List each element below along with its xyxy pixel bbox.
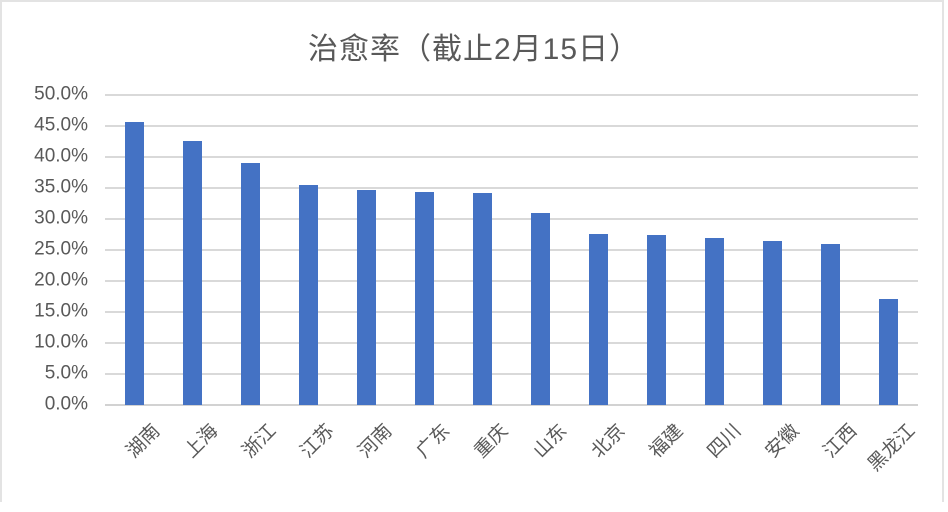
bar-湖南: [124, 121, 144, 405]
gridline: [105, 249, 918, 251]
gridline: [105, 280, 918, 282]
gridline: [105, 342, 918, 344]
gridline: [105, 94, 918, 96]
y-tick-label: 30.0%: [34, 207, 88, 229]
gridline: [105, 156, 918, 158]
chart-frame: 治愈率（截止2月15日）: [0, 0, 944, 502]
y-tick-label: 35.0%: [34, 176, 88, 198]
x-category-label: 河南: [354, 420, 397, 463]
y-tick-label: 20.0%: [34, 269, 88, 291]
x-category-label: 上海: [180, 420, 223, 463]
bar-上海: [182, 140, 202, 405]
y-tick-label: 50.0%: [34, 83, 88, 105]
bar-安徽: [763, 240, 783, 405]
x-category-label: 山东: [529, 420, 571, 463]
x-category-label: 江苏: [296, 420, 339, 463]
bar-重庆: [472, 192, 492, 405]
bar-山东: [531, 212, 551, 405]
x-category-label: 北京: [587, 420, 629, 463]
bar-江苏: [298, 184, 318, 405]
y-tick-label: 25.0%: [34, 238, 88, 260]
x-axis-line: [105, 404, 918, 406]
x-category-label: 浙江: [238, 420, 281, 463]
gridline: [105, 218, 918, 220]
x-category-label: 湖南: [122, 420, 165, 463]
bar-浙江: [240, 163, 260, 405]
bar-四川: [705, 237, 725, 405]
gridline: [105, 125, 918, 127]
y-tick-label: 10.0%: [34, 331, 88, 353]
bar-江西: [821, 244, 841, 405]
chart-title: 治愈率（截止2月15日）: [307, 33, 641, 66]
gridline: [105, 311, 918, 313]
x-category-label: 福建: [645, 420, 688, 463]
x-category-label: 重庆: [471, 420, 513, 463]
bar-黑龙江: [879, 298, 899, 405]
bar-广东: [414, 191, 434, 405]
bar-福建: [647, 235, 667, 405]
x-category-label: 安徽: [761, 420, 804, 463]
bar-北京: [589, 233, 609, 405]
y-tick-label: 15.0%: [34, 300, 88, 322]
y-tick-label: 5.0%: [44, 362, 88, 384]
y-tick-label: 40.0%: [34, 145, 88, 167]
gridline: [105, 187, 918, 189]
x-category-label: 广东: [413, 420, 455, 463]
bar-河南: [356, 190, 376, 405]
x-category-label: 江西: [819, 420, 862, 463]
gridline: [105, 373, 918, 375]
y-tick-label: 0.0%: [44, 393, 88, 415]
y-tick-label: 45.0%: [34, 114, 88, 136]
x-category-label: 四川: [703, 420, 746, 463]
x-category-label: 黑龙江: [864, 420, 920, 476]
